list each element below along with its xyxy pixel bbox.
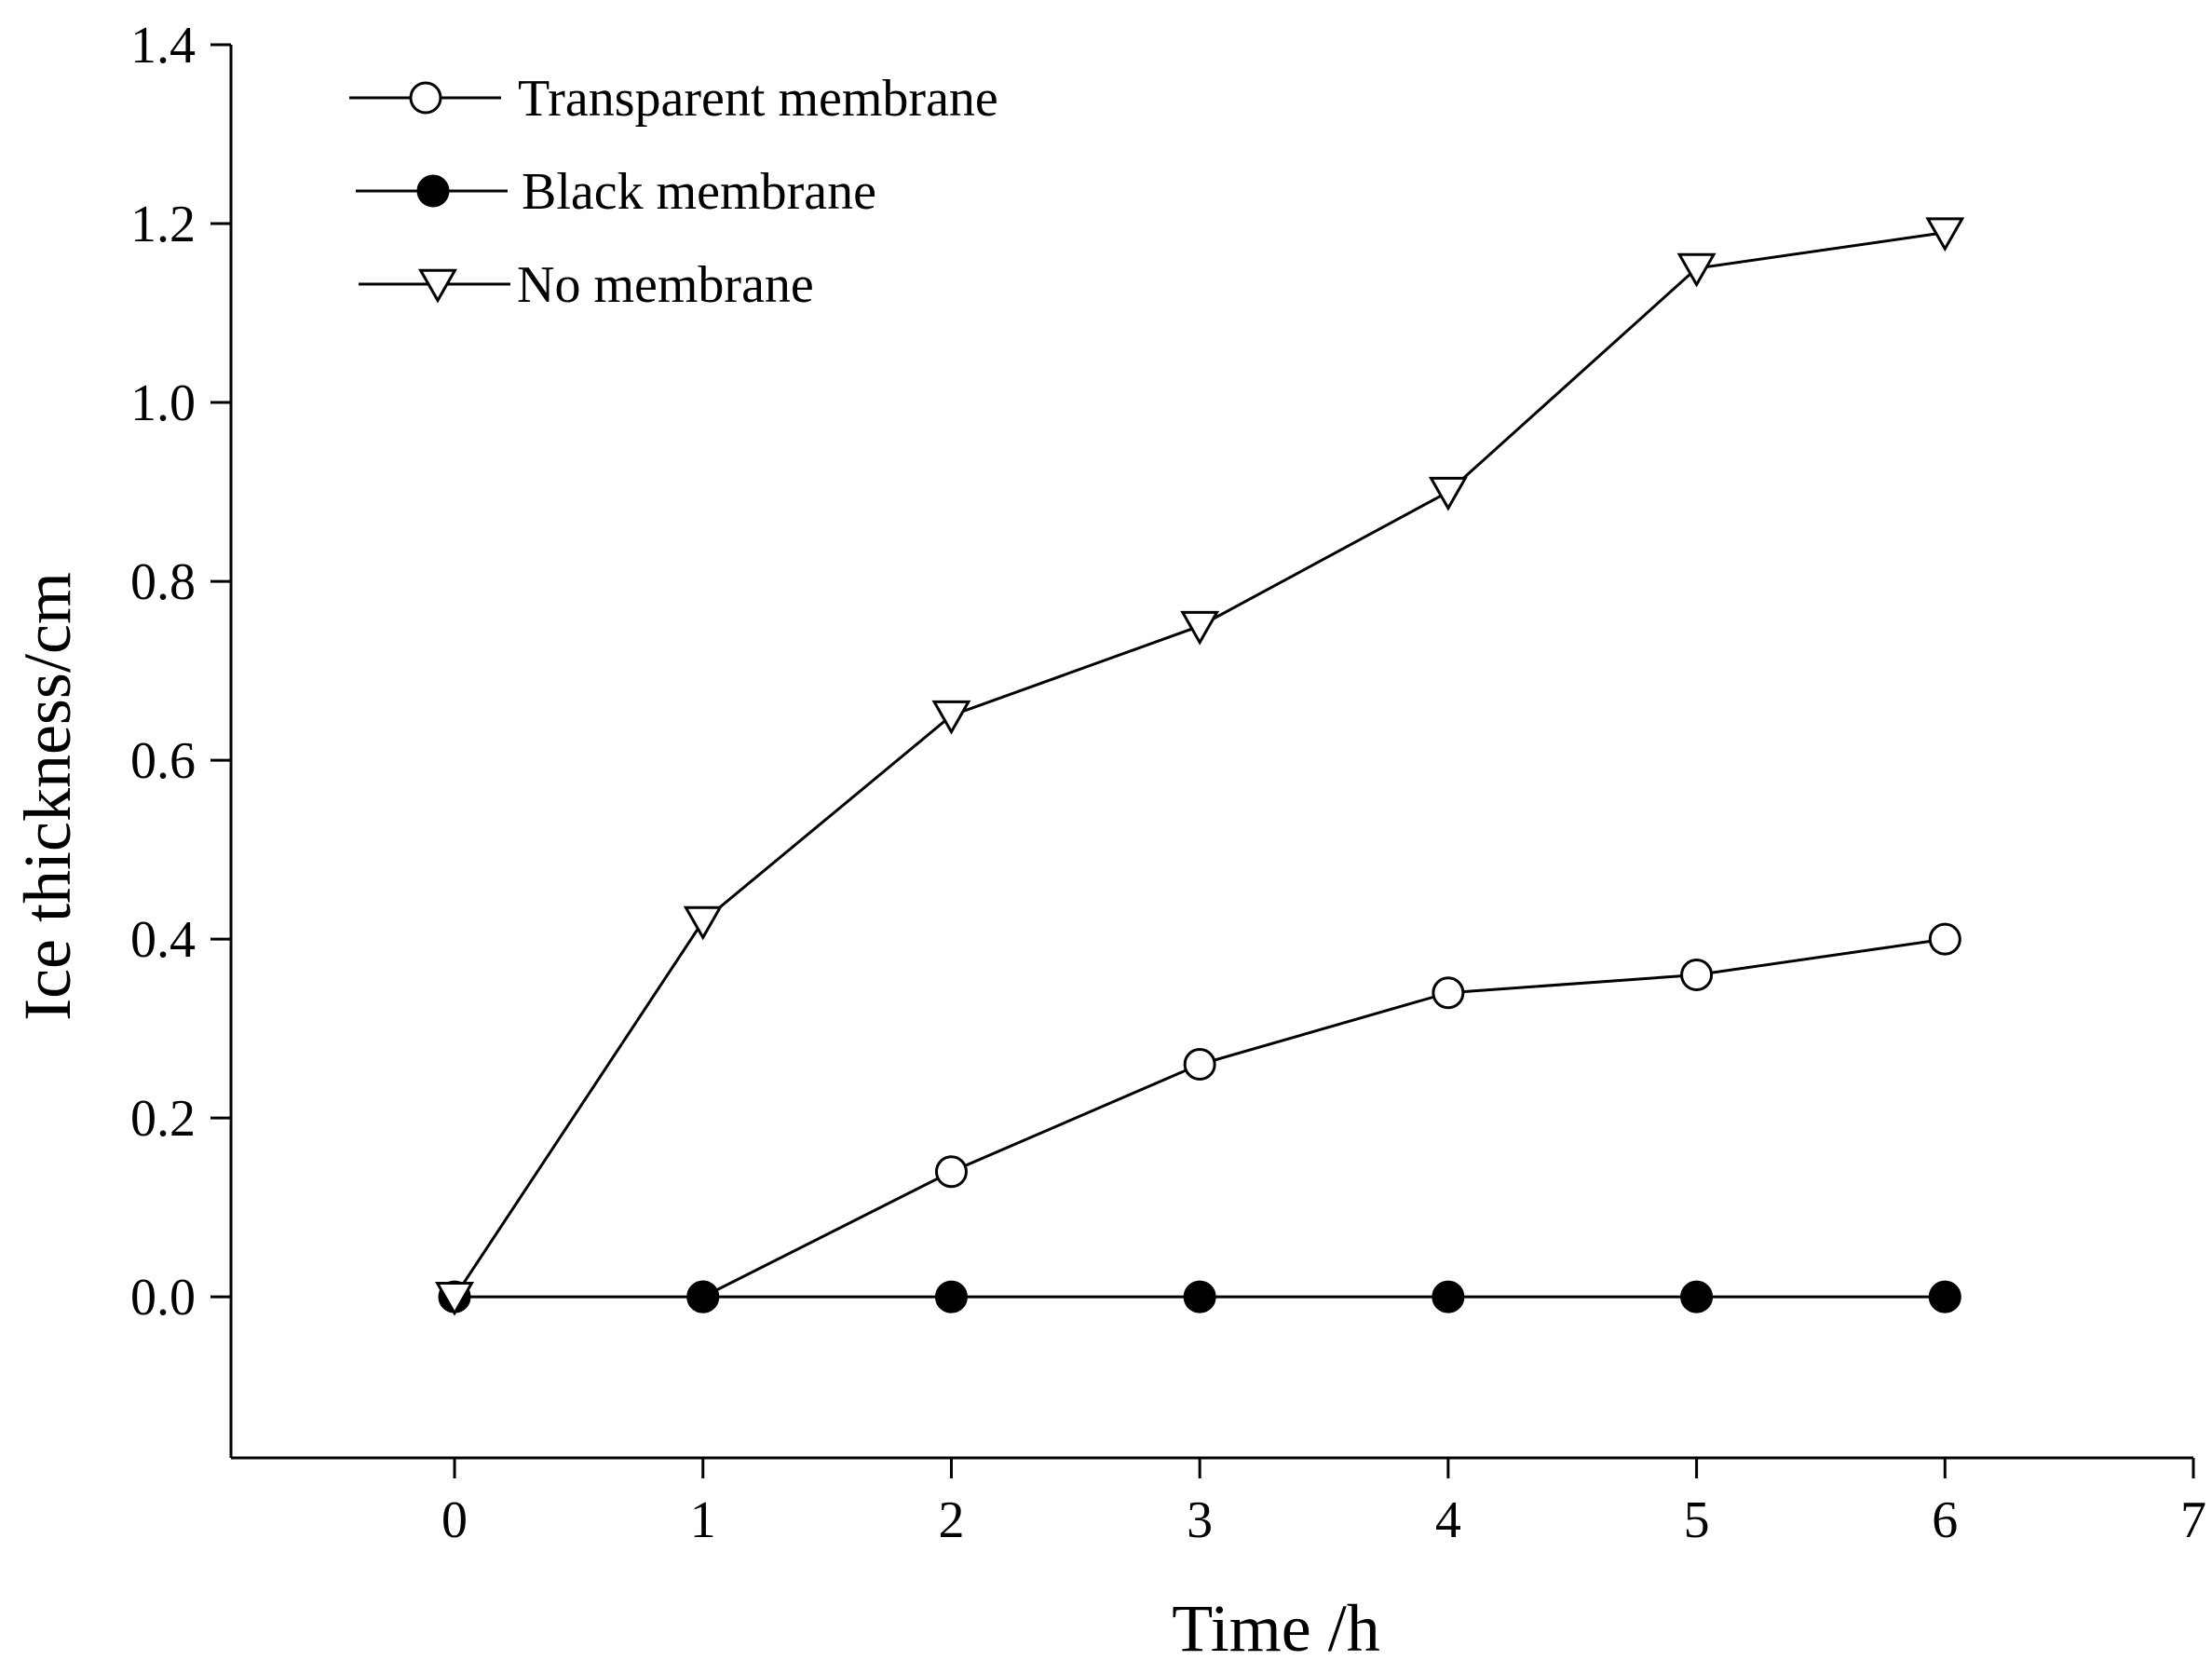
series-layer — [435, 217, 1965, 1316]
data-point — [435, 1281, 475, 1316]
axes: 0 1 2 3 4 5 6 7 0.0 0.2 0.4 0.6 0.8 1.0 1.2 1.4 — [130, 17, 2206, 1549]
data-point — [1432, 976, 1465, 1010]
y-axis-title: Ice thickness/cm — [10, 572, 85, 1021]
x-tick-label: 6 — [1932, 1491, 1958, 1549]
x-tick-label: 2 — [938, 1491, 964, 1549]
x-tick-label: 1 — [690, 1491, 716, 1549]
data-point — [1183, 1280, 1216, 1313]
data-point — [1183, 1048, 1216, 1082]
y-tick-label: 0.2 — [130, 1090, 196, 1148]
data-point — [686, 1280, 720, 1313]
data-point — [1928, 922, 1961, 956]
legend-marker — [409, 81, 442, 115]
series-line — [702, 937, 1946, 1299]
legend-marker — [416, 174, 450, 208]
y-tick-label: 0.8 — [130, 553, 196, 611]
x-tick-label: 4 — [1435, 1491, 1461, 1549]
data-point — [934, 1280, 968, 1313]
data-point — [1680, 1280, 1714, 1313]
data-point — [931, 700, 971, 735]
data-point — [1180, 610, 1220, 646]
x-tick-label: 5 — [1684, 1491, 1710, 1549]
data-point — [683, 905, 723, 941]
y-tick-label: 0.0 — [130, 1269, 196, 1327]
data-point — [1928, 1280, 1961, 1313]
legend-marker — [418, 268, 457, 304]
data-point — [1676, 252, 1717, 288]
data-point — [1925, 217, 1965, 252]
series-2 — [435, 217, 1965, 1316]
y-tick-label: 0.4 — [130, 911, 196, 969]
y-tick-label: 1.2 — [130, 196, 196, 253]
data-point — [934, 1155, 968, 1189]
x-tick-label: 0 — [441, 1491, 468, 1549]
y-tick-label: 1.0 — [130, 374, 196, 432]
data-point — [1432, 1280, 1465, 1313]
legend-label: Black membrane — [522, 163, 876, 221]
series-1 — [438, 1280, 1961, 1313]
y-tick-label: 1.4 — [130, 17, 196, 75]
y-tick-label: 0.6 — [130, 732, 196, 790]
x-tick-label: 7 — [2180, 1491, 2206, 1549]
series-0 — [686, 922, 1961, 1313]
legend-item: No membrane — [359, 256, 814, 314]
legend-item: Black membrane — [356, 163, 876, 221]
legend: Transparent membrane Black membrane No mem… — [349, 70, 998, 314]
legend-label: No membrane — [517, 256, 814, 314]
legend-item: Transparent membrane — [349, 70, 998, 128]
series-line — [453, 231, 1946, 1299]
x-tick-label: 3 — [1187, 1491, 1213, 1549]
legend-label: Transparent membrane — [518, 70, 998, 128]
x-axis-title: Time /h — [1172, 1591, 1379, 1666]
data-point — [1428, 476, 1468, 511]
data-point — [1680, 959, 1714, 992]
